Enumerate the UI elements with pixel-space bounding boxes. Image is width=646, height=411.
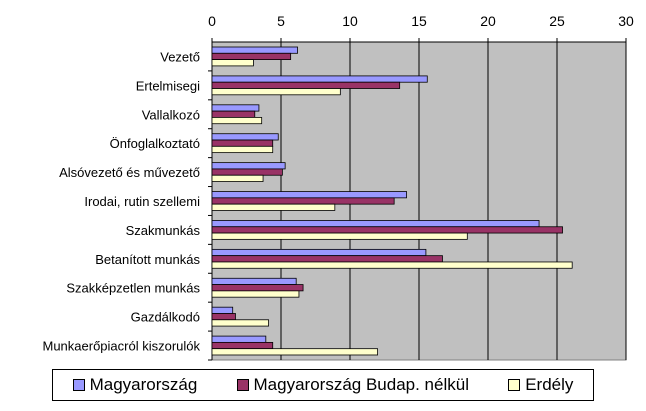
tick-label: 30 bbox=[618, 13, 634, 29]
bar-2 bbox=[211, 117, 263, 125]
bar-2 bbox=[211, 319, 269, 327]
legend-item: Erdély bbox=[508, 375, 573, 395]
bar-1 bbox=[211, 52, 292, 60]
bar-0 bbox=[211, 248, 427, 257]
category-label: Vezető bbox=[160, 49, 200, 64]
bar-2 bbox=[211, 261, 573, 269]
bar-2 bbox=[211, 88, 341, 96]
legend: Magyarország Magyarország Budap. nélkül Er… bbox=[52, 369, 594, 401]
tick-label: 20 bbox=[480, 13, 496, 29]
bar-2 bbox=[211, 145, 274, 154]
bar-1 bbox=[211, 168, 283, 176]
bar-2 bbox=[211, 203, 336, 211]
category-label: Ertelmisegi bbox=[136, 78, 200, 93]
bar-0 bbox=[211, 104, 260, 112]
bar-0 bbox=[211, 191, 407, 199]
bar-1 bbox=[211, 341, 274, 350]
bar-2 bbox=[211, 174, 264, 182]
bar-1 bbox=[211, 139, 274, 147]
legend-item: Magyarország bbox=[72, 375, 198, 395]
category-label: Vallalkozó bbox=[142, 107, 200, 122]
bar-2 bbox=[211, 59, 254, 67]
bar-1 bbox=[211, 284, 304, 292]
bar-2 bbox=[211, 348, 379, 356]
bar-1 bbox=[211, 81, 401, 89]
category-label: Gazdálkodó bbox=[131, 310, 200, 325]
bar-0 bbox=[211, 306, 234, 314]
tick-label: 10 bbox=[342, 13, 358, 29]
category-label: Szakmunkás bbox=[126, 223, 201, 238]
legend-item: Magyarország Budap. nélkül bbox=[236, 375, 469, 395]
legend-swatch bbox=[236, 379, 249, 391]
bar-0 bbox=[211, 133, 279, 141]
bar-1 bbox=[211, 255, 443, 263]
bar-1 bbox=[211, 110, 256, 118]
tick-label: 25 bbox=[549, 13, 565, 29]
category-label: Szakképzetlen munkás bbox=[66, 281, 200, 296]
bar-1 bbox=[211, 313, 236, 321]
category-label: Alsóvezető és művezető bbox=[59, 165, 200, 180]
bar-0 bbox=[211, 277, 297, 285]
legend-label: Magyarország Budap. nélkül bbox=[253, 375, 469, 394]
legend-label: Magyarország bbox=[89, 375, 198, 394]
bar-0 bbox=[211, 335, 267, 343]
legend-swatch bbox=[72, 379, 85, 391]
category-label: Irodai, rutin szellemi bbox=[84, 194, 200, 209]
legend-label: Erdély bbox=[525, 375, 574, 394]
bar-0 bbox=[211, 75, 428, 83]
bar-1 bbox=[211, 226, 563, 234]
tick-label: 5 bbox=[277, 13, 285, 29]
bar-2 bbox=[211, 232, 468, 240]
bar-2 bbox=[211, 290, 300, 298]
bar-0 bbox=[211, 46, 298, 54]
category-label: Önfoglalkoztató bbox=[110, 136, 200, 151]
bar-0 bbox=[211, 162, 286, 170]
bar-0 bbox=[211, 220, 540, 228]
bar-1 bbox=[211, 197, 395, 205]
tick-label: 15 bbox=[411, 13, 427, 29]
category-label: Betanított munkás bbox=[95, 252, 200, 267]
legend-swatch bbox=[508, 379, 521, 391]
category-label: Munkaerőpiacról kiszorulók bbox=[42, 339, 200, 354]
tick-label: 0 bbox=[208, 13, 216, 29]
